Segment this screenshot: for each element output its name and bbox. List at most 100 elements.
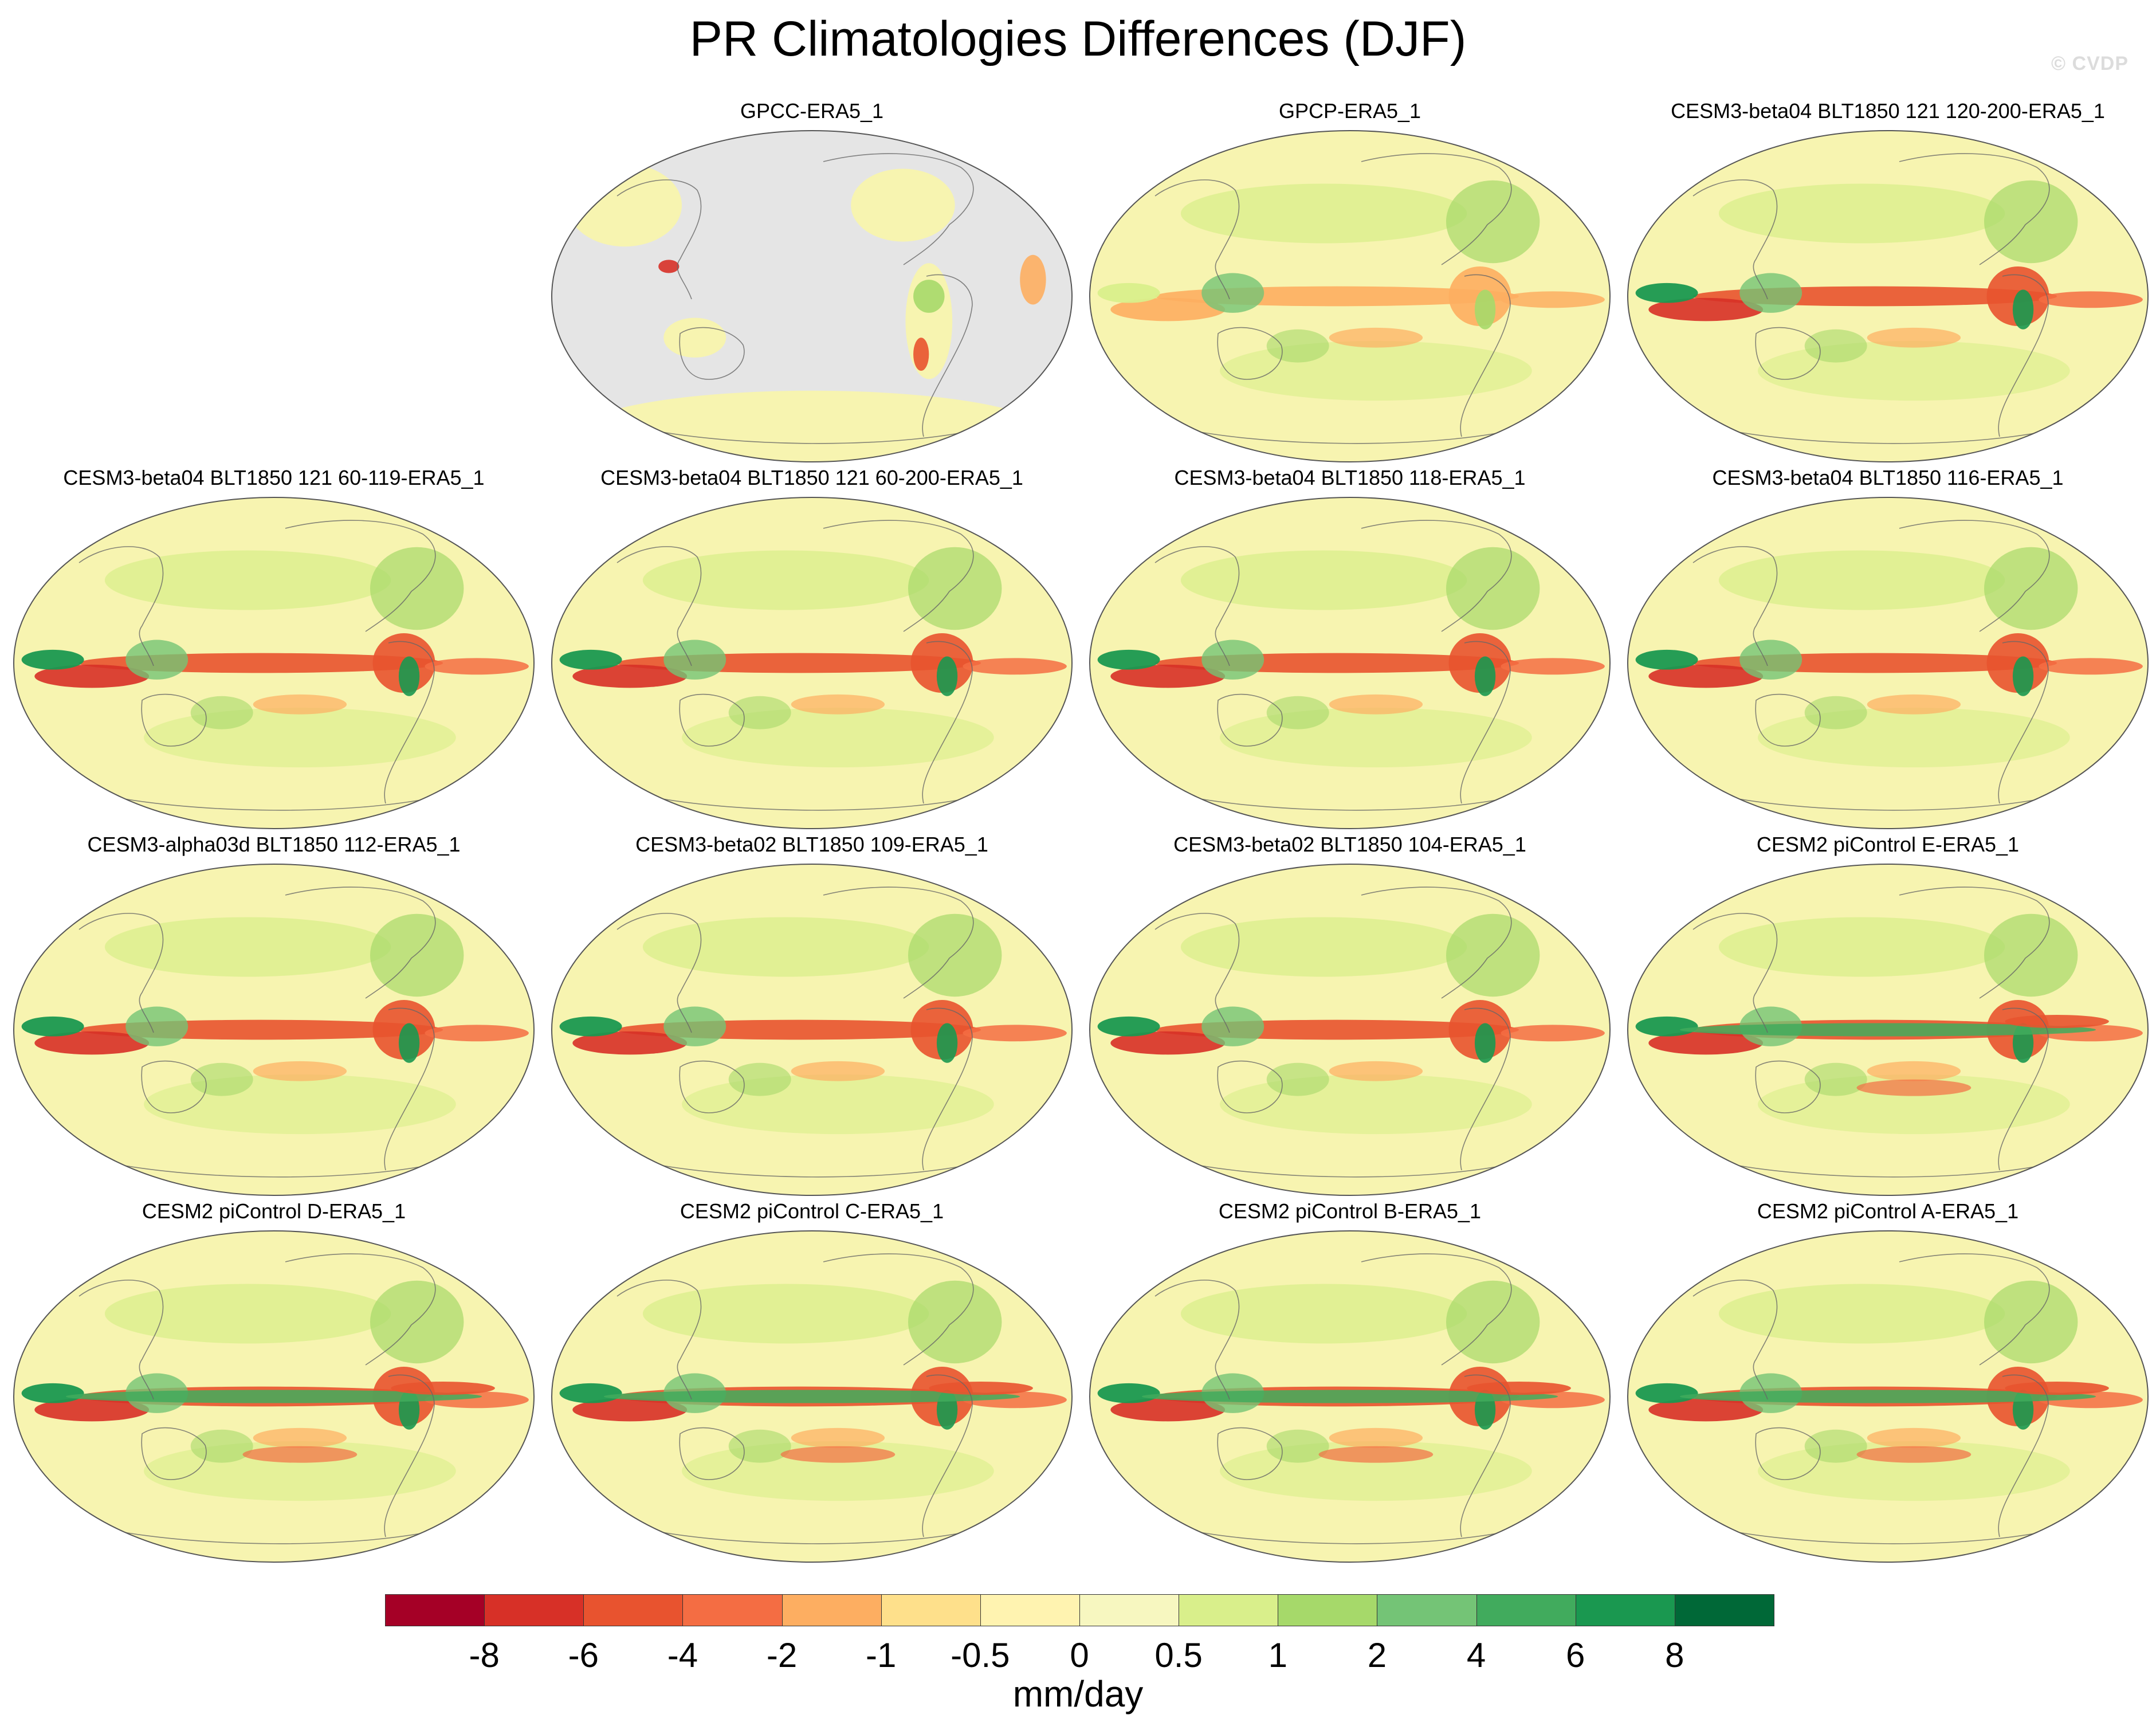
colorbar-swatch — [1079, 1594, 1180, 1626]
panel-title: CESM2 piControl C-ERA5_1 — [680, 1199, 944, 1223]
coastline — [1692, 179, 1778, 300]
map-globe — [1627, 130, 2149, 462]
map-panel: CESM3-beta04 BLT1850 118-ERA5_1 — [1086, 465, 1613, 832]
positive-anomaly — [1474, 656, 1496, 696]
negative-anomaly — [1110, 664, 1226, 688]
coastline — [1166, 1525, 1534, 1544]
map-border — [1627, 1230, 2149, 1563]
colorbar-units: mm/day — [1012, 1673, 1144, 1715]
negative-anomaly — [391, 1381, 495, 1395]
negative-anomaly — [1329, 694, 1423, 715]
coastline — [1998, 274, 2049, 437]
colorbar-tick-label: 8 — [1665, 1636, 1684, 1674]
coastline — [1154, 913, 1240, 1033]
positive-anomaly — [1804, 1429, 1867, 1463]
positive-anomaly — [1718, 550, 2005, 610]
positive-anomaly — [1679, 1390, 2096, 1403]
coastline — [679, 1427, 745, 1480]
negative-anomaly — [2005, 1381, 2109, 1395]
colorbar-swatch — [1575, 1594, 1675, 1626]
coastline — [78, 913, 164, 1033]
positive-anomaly — [190, 1062, 253, 1096]
map-panel: CESM2 piControl E-ERA5_1 — [1624, 832, 2151, 1199]
positive-anomaly — [1220, 708, 1532, 768]
positive-anomaly — [1984, 180, 2078, 264]
colorbar-tick-label: -0.5 — [951, 1636, 1010, 1674]
positive-anomaly — [21, 649, 84, 670]
positive-anomaly — [1180, 917, 1467, 977]
map-globe — [1089, 497, 1611, 829]
negative-anomaly — [253, 1427, 347, 1448]
panel-title: CESM3-alpha03d BLT1850 112-ERA5_1 — [87, 833, 461, 856]
negative-anomaly — [425, 658, 529, 675]
map-globe — [551, 864, 1073, 1196]
colorbar-swatch — [1674, 1594, 1774, 1626]
positive-anomaly — [398, 1023, 420, 1063]
negative-anomaly — [1020, 254, 1046, 305]
panel-title: CESM2 piControl D-ERA5_1 — [142, 1199, 406, 1223]
negative-anomaly — [253, 1061, 347, 1081]
map-panel: CESM2 piControl D-ERA5_1 — [10, 1199, 537, 1566]
panel-title: CESM3-beta04 BLT1850 121 60-200-ERA5_1 — [600, 466, 1023, 489]
coastline — [679, 693, 745, 747]
positive-anomaly — [2012, 656, 2034, 696]
negative-anomaly — [1648, 297, 1764, 321]
negative-anomaly — [253, 694, 347, 715]
negative-anomaly — [1867, 327, 1961, 348]
negative-anomaly — [1329, 327, 1423, 348]
positive-anomaly — [1266, 329, 1329, 363]
colorbar-tick-label: 0 — [1070, 1636, 1089, 1674]
panel-title: CESM2 piControl E-ERA5_1 — [1756, 833, 2020, 856]
coastline — [1361, 886, 1512, 999]
map-panel: CESM3-alpha03d BLT1850 112-ERA5_1 — [10, 832, 537, 1199]
colorbar-tick-label: 2 — [1367, 1636, 1387, 1674]
negative-anomaly — [1648, 1398, 1764, 1422]
coastline — [679, 327, 745, 380]
coastline — [823, 886, 974, 999]
positive-anomaly — [1180, 183, 1467, 244]
map-border — [13, 864, 535, 1196]
positive-anomaly — [1758, 341, 2070, 401]
map-globe — [13, 497, 535, 829]
positive-anomaly — [1266, 1429, 1329, 1463]
positive-anomaly — [1220, 1074, 1532, 1135]
negative-anomaly — [242, 1446, 358, 1463]
coastline — [1460, 641, 1511, 804]
coastline — [1998, 641, 2049, 804]
positive-anomaly — [1266, 696, 1329, 729]
coastline — [285, 886, 436, 999]
positive-anomaly — [1679, 1023, 2096, 1037]
coastline — [1899, 153, 2050, 265]
negative-anomaly — [1648, 1031, 1764, 1055]
coastline — [1361, 1253, 1512, 1366]
watermark: © CVDP — [2051, 53, 2128, 74]
map-border — [551, 1230, 1073, 1563]
positive-anomaly — [1446, 180, 1540, 264]
negative-anomaly — [1867, 1061, 1961, 1081]
positive-anomaly — [1984, 913, 2078, 997]
negative-anomaly — [1856, 1446, 1972, 1463]
colorbar-swatch — [881, 1594, 981, 1626]
negative-anomaly — [1856, 1079, 1972, 1096]
map-globe — [551, 497, 1073, 829]
negative-anomaly — [34, 664, 150, 688]
positive-anomaly — [682, 1074, 994, 1135]
negative-anomaly — [913, 338, 929, 371]
coastline — [616, 913, 702, 1033]
positive-anomaly — [144, 1074, 456, 1135]
colorbar-tick-label: 4 — [1466, 1636, 1486, 1674]
positive-anomaly — [728, 1429, 791, 1463]
positive-anomaly — [21, 1383, 84, 1403]
negative-anomaly — [1110, 297, 1226, 321]
positive-anomaly — [1201, 1006, 1264, 1046]
positive-anomaly — [1097, 649, 1160, 670]
negative-anomaly — [425, 1025, 529, 1042]
coastline — [1998, 1374, 2049, 1537]
coastline — [384, 1007, 435, 1171]
map-border — [1089, 864, 1611, 1196]
map-globe — [551, 130, 1073, 462]
coastline — [1361, 520, 1512, 632]
coastline — [1755, 1427, 1821, 1480]
map-panel: CESM3-beta04 BLT1850 116-ERA5_1 — [1624, 465, 2151, 832]
negative-anomaly — [2005, 1014, 2109, 1029]
